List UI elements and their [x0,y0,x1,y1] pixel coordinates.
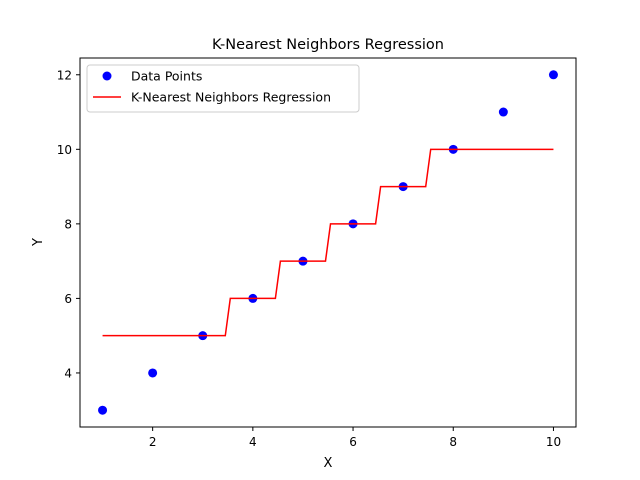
y-tick-label: 12 [57,68,72,82]
axis-ticks: 2 4 6 8 10 4 6 8 10 12 [57,68,561,449]
y-tick-label: 10 [57,143,72,157]
data-point [548,70,558,80]
plot-area [98,70,558,415]
legend: Data Points K-Nearest Neighbors Regressi… [86,64,360,113]
legend-label-knn-line: K-Nearest Neighbors Regression [131,90,331,105]
x-tick-label: 6 [349,435,357,449]
knn-regression-line [102,148,554,337]
x-tick-label: 10 [546,435,561,449]
y-tick-label: 6 [64,292,72,306]
chart-title: K-Nearest Neighbors Regression [212,37,444,53]
x-axis-label: X [324,456,333,471]
legend-marker-data-points [102,71,112,81]
y-axis-label: Y [31,238,46,247]
data-point [98,405,108,415]
x-tick-label: 8 [449,435,457,449]
axes-frame [79,57,577,428]
x-tick-label: 4 [249,435,257,449]
x-tick-label: 2 [149,435,157,449]
data-point [148,368,158,378]
y-tick-label: 8 [64,217,72,231]
y-tick-label: 4 [64,366,72,380]
legend-box [86,64,360,113]
data-point [498,107,508,117]
legend-label-data-points: Data Points [131,69,202,84]
